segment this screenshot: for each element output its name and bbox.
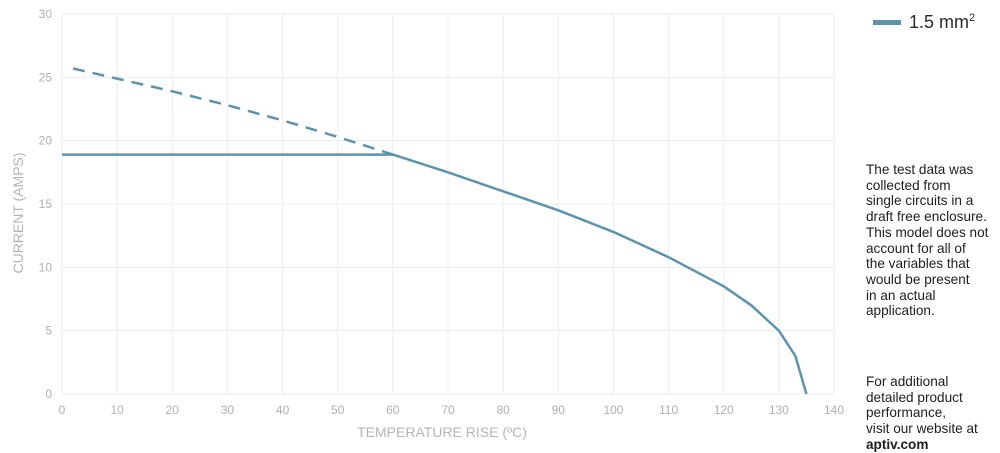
y-axis-title: CURRENT (AMPS) bbox=[10, 152, 26, 273]
x-tick-label: 50 bbox=[331, 403, 345, 417]
series-line bbox=[392, 153, 808, 395]
legend: 1.5 mm2 bbox=[873, 12, 975, 33]
line-chart: 0 5 10 15 20 25 30 0 10 20 30 40 50 60 70 80 90 100 110 12… bbox=[10, 7, 845, 440]
x-tick-label: 140 bbox=[824, 403, 844, 417]
x-axis-title: TEMPERATURE RISE (ºC) bbox=[357, 424, 527, 440]
y-tick-label: 20 bbox=[39, 134, 53, 148]
y-tick-label: 10 bbox=[39, 260, 53, 274]
note-line: This model does not bbox=[866, 224, 989, 240]
legend-label: 1.5 mm2 bbox=[909, 12, 976, 32]
y-tick-label: 30 bbox=[39, 7, 53, 21]
x-tick-label: 110 bbox=[659, 403, 678, 417]
x-tick-label: 80 bbox=[496, 403, 510, 417]
website-link[interactable]: aptiv.com bbox=[866, 436, 929, 452]
x-tick-label: 40 bbox=[276, 403, 290, 417]
test-data-note: The test data was collected from single ci… bbox=[866, 162, 1000, 319]
legend-swatch bbox=[873, 20, 901, 25]
note-line: collected from bbox=[866, 177, 951, 193]
note-line: in an actual bbox=[866, 287, 936, 303]
y-tick-label: 5 bbox=[45, 324, 52, 338]
note-line: detailed product bbox=[866, 389, 963, 405]
y-tick-label: 15 bbox=[39, 197, 53, 211]
note-line: visit our website at bbox=[866, 421, 978, 437]
series-layer bbox=[62, 67, 808, 395]
x-tick-label: 120 bbox=[714, 403, 734, 417]
note-line: draft free enclosure. bbox=[866, 209, 987, 225]
x-tick-label: 100 bbox=[603, 403, 623, 417]
y-tick-label: 0 bbox=[45, 387, 52, 401]
x-axis-ticks: 0 10 20 30 40 50 60 70 80 90 100 110 120 130 140 bbox=[59, 403, 845, 417]
x-tick-label: 60 bbox=[386, 403, 400, 417]
y-axis-ticks: 0 5 10 15 20 25 30 bbox=[39, 7, 53, 401]
x-tick-label: 10 bbox=[110, 403, 124, 417]
x-tick-label: 0 bbox=[59, 403, 66, 417]
note-line: The test data was bbox=[866, 162, 974, 177]
note-line: single circuits in a bbox=[866, 193, 974, 209]
x-tick-label: 90 bbox=[552, 403, 566, 417]
x-tick-label: 20 bbox=[166, 403, 180, 417]
series-line-dashed bbox=[72, 67, 394, 156]
x-tick-label: 30 bbox=[221, 403, 235, 417]
note-line: performance, bbox=[866, 405, 947, 421]
y-tick-label: 25 bbox=[39, 70, 53, 84]
x-tick-label: 70 bbox=[441, 403, 455, 417]
grid bbox=[61, 13, 835, 395]
website-note: For additional detailed product performanc… bbox=[866, 374, 1000, 453]
x-tick-label: 130 bbox=[769, 403, 789, 417]
note-line: would be present bbox=[866, 271, 970, 287]
note-line: account for all of bbox=[866, 240, 966, 256]
note-line: For additional bbox=[866, 374, 949, 389]
note-line: the variables that bbox=[866, 256, 970, 272]
note-line: application. bbox=[866, 303, 935, 319]
